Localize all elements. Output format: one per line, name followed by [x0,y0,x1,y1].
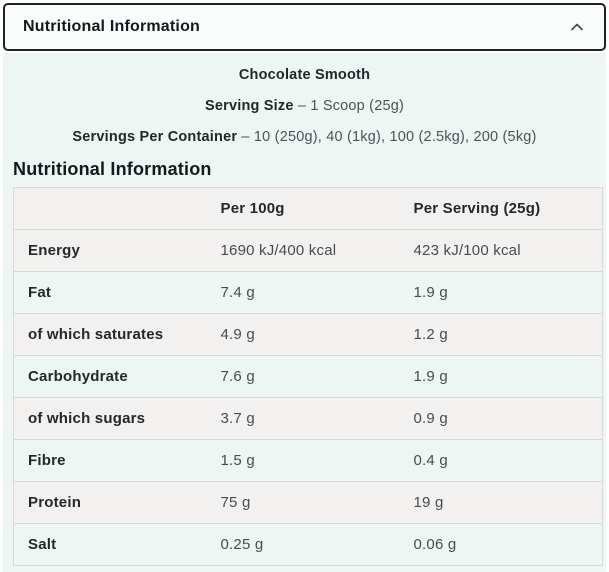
serving-size-label: Serving Size [204,98,294,114]
servings-per-container-line: Servings Per Container – 10 (250g), 40 (… [3,129,606,145]
servings-per-container-label: Servings Per Container [72,129,238,145]
nutrition-table-header: Per 100g Per Serving (25g) [13,187,603,230]
per-100g-value: 1690 kJ/400 kcal [220,229,414,272]
nutrient-label: of which sugars [13,397,221,440]
per-serving-value: 19 g [413,481,603,524]
per-100g-value: 0.25 g [220,523,414,566]
per-serving-value: 0.06 g [413,523,603,566]
table-row: of which sugars 3.7 g 0.9 g [13,397,603,440]
nutrition-table-body: Energy 1690 kJ/400 kcal 423 kJ/100 kcal Fat… [13,229,603,566]
per-serving-value: 423 kJ/100 kcal [413,229,603,272]
accordion-title: Nutritional Information [23,18,201,35]
nutrient-label: of which saturates [13,313,221,356]
nutritional-info-panel: Chocolate Smooth Serving Size – 1 Scoop … [3,53,606,572]
nutrient-label: Fat [13,271,221,314]
nutrient-label: Fibre [13,439,221,482]
nutritional-info-accordion-header[interactable]: Nutritional Information [3,3,606,51]
per-100g-value: 3.7 g [220,397,414,440]
per-100g-value: 7.4 g [220,271,414,314]
per-100g-value: 4.9 g [220,313,414,356]
column-header-per-100g: Per 100g [220,187,414,230]
servings-per-container-value: 10 (250g), 40 (1kg), 100 (2.5kg), 200 (5… [253,129,537,145]
chevron-up-icon[interactable] [570,22,584,32]
table-row: Energy 1690 kJ/400 kcal 423 kJ/100 kcal [13,229,603,272]
per-100g-value: 75 g [220,481,414,524]
column-header-empty [13,187,221,230]
table-row: Protein 75 g 19 g [13,481,603,524]
nutrient-label: Protein [13,481,221,524]
table-row: Carbohydrate 7.6 g 1.9 g [13,355,603,398]
flavour-name: Chocolate Smooth [238,67,371,83]
nutrient-label: Energy [13,229,221,272]
table-row: Fibre 1.5 g 0.4 g [13,439,603,482]
per-serving-value: 1.9 g [413,355,603,398]
per-serving-value: 1.2 g [413,313,603,356]
table-row: Fat 7.4 g 1.9 g [13,271,603,314]
per-serving-value: 0.4 g [413,439,603,482]
nutrition-table: Per 100g Per Serving (25g) Energy 1690 kJ… [13,187,603,566]
column-header-per-serving: Per Serving (25g) [413,187,603,230]
separator: – [241,129,250,145]
serving-size-value: 1 Scoop (25g) [310,98,405,114]
nutrition-section-heading: Nutritional Information [13,159,212,179]
nutrient-label: Carbohydrate [13,355,221,398]
per-100g-value: 1.5 g [220,439,414,482]
table-row: of which saturates 4.9 g 1.2 g [13,313,603,356]
header-row: Per 100g Per Serving (25g) [13,187,603,230]
table-row: Salt 0.25 g 0.06 g [13,523,603,566]
serving-size-line: Serving Size – 1 Scoop (25g) [3,98,606,114]
separator: – [297,98,307,114]
nutrient-label: Salt [13,523,221,566]
per-100g-value: 7.6 g [220,355,414,398]
per-serving-value: 1.9 g [413,271,603,314]
per-serving-value: 0.9 g [413,397,603,440]
